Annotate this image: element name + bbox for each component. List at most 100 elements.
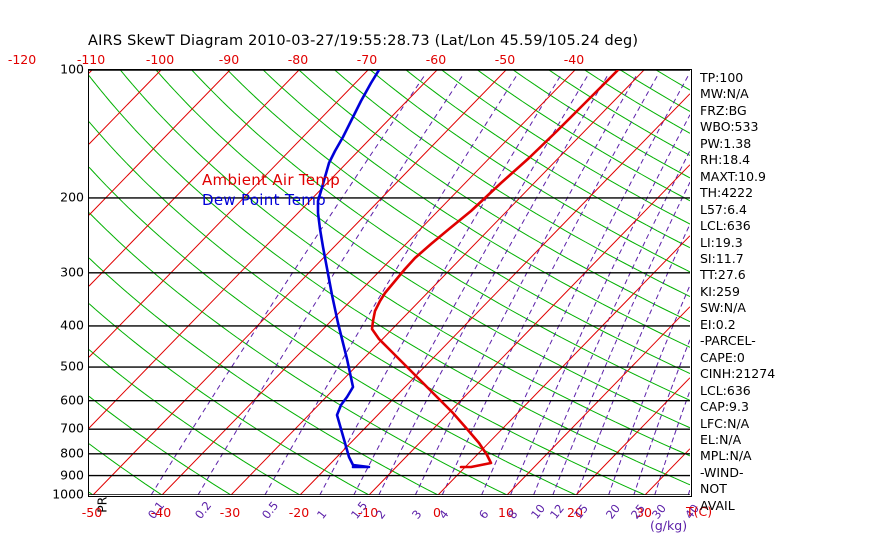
dry-adiabat-line — [100, 179, 107, 187]
dry-adiabat-line — [557, 174, 568, 181]
mixing-ratio-line — [517, 404, 523, 413]
dry-adiabat-line — [644, 106, 655, 114]
mixing-ratio-line — [400, 253, 406, 262]
dry-adiabat-line — [128, 337, 137, 344]
dry-adiabat-line — [284, 123, 292, 130]
dry-adiabat-line — [548, 247, 559, 254]
dry-adiabat-line — [464, 140, 473, 147]
mixing-ratio-line — [233, 426, 240, 435]
mixing-ratio-line — [618, 457, 623, 466]
dry-adiabat-line — [401, 123, 410, 130]
mixing-ratio-line — [436, 328, 442, 338]
dry-adiabat-line — [208, 162, 216, 170]
mixing-ratio-line — [507, 426, 512, 435]
mixing-ratio-line — [555, 155, 561, 164]
dry-adiabat-line — [200, 432, 210, 440]
isotherm-line — [89, 70, 231, 216]
dry-adiabat-line — [365, 95, 373, 102]
mixing-ratio-line — [489, 336, 494, 345]
dry-adiabat-line — [482, 235, 493, 243]
dry-adiabat-line — [290, 488, 301, 495]
mixing-ratio-line — [451, 411, 456, 420]
mixing-ratio-line — [547, 87, 554, 96]
dry-adiabat-line — [252, 466, 263, 473]
mixing-ratio-line — [312, 298, 319, 307]
mixing-ratio-line — [500, 442, 506, 451]
dry-adiabat-line — [339, 168, 349, 175]
mixing-ratio-line — [534, 155, 541, 164]
mixing-ratio-line — [359, 411, 365, 420]
mixing-ratio-line — [415, 80, 422, 89]
mixing-ratio-line — [668, 185, 673, 194]
mixing-ratio-line — [304, 246, 311, 255]
dry-adiabat-line — [599, 174, 610, 181]
dry-adiabat-line — [574, 134, 585, 142]
mixing-ratio-line — [493, 178, 499, 187]
dry-adiabat-line — [593, 353, 606, 361]
mixing-ratio-line — [363, 404, 369, 413]
dry-adiabat-line — [388, 432, 399, 440]
dry-adiabat-line — [520, 404, 532, 412]
dry-adiabat-line — [472, 258, 483, 265]
dry-adiabat-line — [205, 353, 214, 361]
mixing-ratio-line — [539, 148, 545, 157]
dry-adiabat-line — [353, 342, 364, 350]
mixing-ratio-line — [623, 366, 628, 375]
bottom-temperature-tick-label: -30 — [219, 505, 241, 520]
dry-adiabat-line — [487, 129, 497, 136]
mixing-ratio-line — [298, 426, 304, 435]
dry-adiabat-line — [305, 207, 314, 215]
mixing-ratio-line — [609, 215, 614, 224]
isotherm-line — [230, 70, 645, 495]
mixing-ratio-line — [602, 125, 609, 134]
mixing-ratio-line — [571, 291, 577, 300]
mixing-ratio-line — [593, 246, 599, 255]
dry-adiabat-line — [656, 230, 669, 237]
mixing-ratio-line — [277, 464, 283, 473]
skewt-plot-area[interactable]: Ambient Air Temp Dew Point Temp — [88, 69, 692, 497]
sounding-stats-panel: TP:100 MW:N/A FRZ:BG WBO:533 PW:1.38 RH:18.4 M… — [700, 70, 865, 514]
dry-adiabat-line — [648, 466, 663, 473]
mixing-ratio-line — [455, 336, 461, 345]
dry-adiabat-line — [89, 75, 92, 80]
dry-adiabat-line — [564, 427, 577, 434]
mixing-ratio-line — [631, 261, 637, 270]
isotherm-line — [89, 70, 300, 287]
mixing-ratio-line — [294, 434, 300, 443]
dry-adiabat-line — [110, 146, 117, 153]
mixing-ratio-line — [270, 298, 276, 307]
dry-adiabat-line — [440, 460, 452, 468]
dry-adiabat-line — [114, 281, 122, 288]
dry-adiabat-line — [527, 348, 539, 355]
dry-adiabat-line — [667, 235, 679, 243]
dry-adiabat-line — [550, 303, 562, 310]
dry-adiabat-line — [325, 359, 335, 367]
dry-adiabat-line — [481, 415, 493, 423]
page-title: AIRS SkewT Diagram 2010-03-27/19:55:28.7… — [88, 33, 639, 49]
dry-adiabat-line — [399, 404, 411, 412]
mixing-ratio-line — [627, 306, 633, 315]
dry-adiabat-line — [530, 264, 541, 271]
dry-adiabat-line — [299, 455, 310, 462]
dry-adiabat-line — [227, 292, 236, 299]
dry-adiabat-line — [453, 78, 462, 86]
mixing-ratio-line — [674, 314, 679, 322]
mixing-ratio-line — [654, 72, 660, 81]
mixing-ratio-line — [579, 419, 584, 428]
mixing-ratio-line — [635, 479, 640, 488]
mixing-ratio-line — [329, 208, 336, 217]
mixing-ratio-line — [644, 389, 648, 398]
dry-adiabat-line — [185, 140, 192, 147]
mixing-ratio-line — [564, 140, 570, 149]
dry-adiabat-line — [142, 95, 148, 102]
dry-adiabat-line — [179, 174, 187, 181]
mixing-ratio-line — [400, 102, 407, 111]
mixing-ratio-line — [495, 223, 501, 232]
dry-adiabat-line — [119, 112, 126, 119]
mixing-ratio-line — [444, 261, 450, 270]
dry-adiabat-line — [237, 151, 245, 159]
dry-adiabat-line — [256, 168, 265, 175]
mixing-ratio-line — [380, 434, 386, 443]
dry-adiabat-line — [182, 337, 191, 344]
dry-adiabat-line — [140, 303, 148, 310]
